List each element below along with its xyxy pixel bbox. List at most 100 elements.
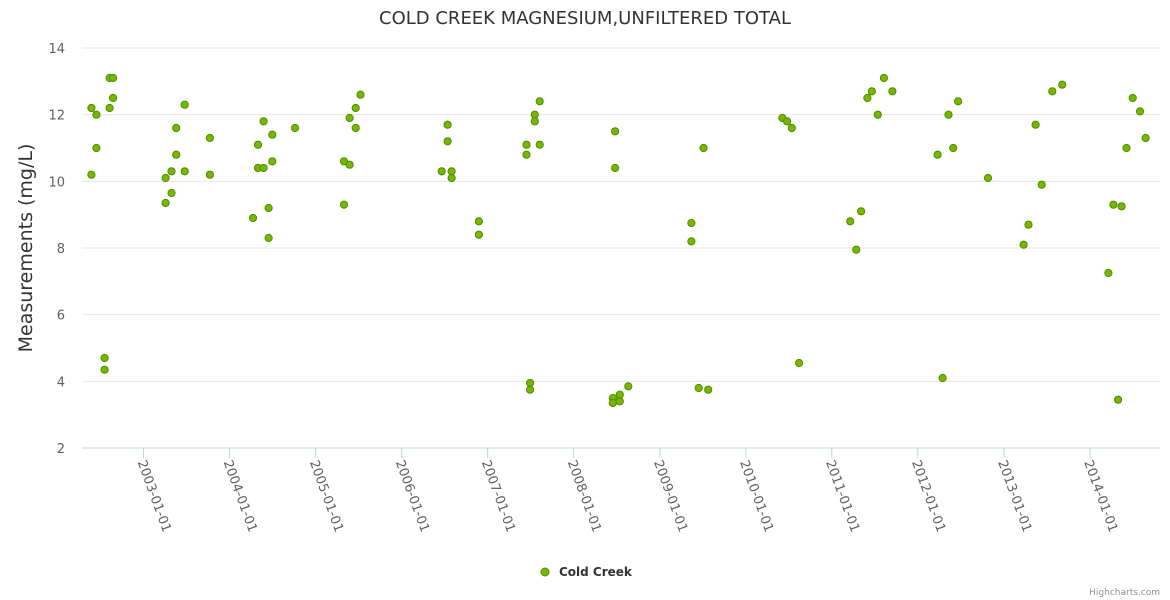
data-point[interactable] xyxy=(268,130,277,139)
credits[interactable]: Highcharts.com xyxy=(1089,588,1160,598)
y-tick-label: 12 xyxy=(48,109,65,124)
data-point[interactable] xyxy=(290,123,300,133)
data-point[interactable] xyxy=(522,150,531,159)
data-point[interactable] xyxy=(526,378,535,388)
data-point[interactable] xyxy=(522,140,531,149)
x-tick-label: 2011-01-01 xyxy=(822,458,862,534)
data-point[interactable] xyxy=(857,207,866,216)
data-point[interactable] xyxy=(172,150,181,159)
data-point[interactable] xyxy=(624,382,633,391)
legend[interactable]: Cold Creek xyxy=(540,565,633,579)
data-point[interactable] xyxy=(938,373,947,383)
data-point[interactable] xyxy=(172,123,181,133)
data-point[interactable] xyxy=(1024,220,1033,229)
data-point[interactable] xyxy=(253,140,263,149)
data-point[interactable] xyxy=(205,170,214,179)
data-point[interactable] xyxy=(180,167,189,176)
data-point[interactable] xyxy=(608,398,617,408)
data-point[interactable] xyxy=(787,123,796,133)
y-tick-label: 6 xyxy=(57,309,65,324)
data-point[interactable] xyxy=(615,397,624,406)
data-point[interactable] xyxy=(694,383,703,393)
data-point[interactable] xyxy=(954,97,963,106)
data-point[interactable] xyxy=(1058,80,1067,89)
data-point[interactable] xyxy=(87,103,96,113)
data-point[interactable] xyxy=(1109,200,1118,209)
data-point[interactable] xyxy=(795,358,804,368)
data-point[interactable] xyxy=(852,245,861,254)
data-point[interactable] xyxy=(863,93,872,103)
data-point[interactable] xyxy=(867,87,877,96)
data-point[interactable] xyxy=(687,218,696,228)
data-point[interactable] xyxy=(259,163,268,173)
data-point[interactable] xyxy=(351,123,360,133)
data-point[interactable] xyxy=(345,160,354,169)
data-point[interactable] xyxy=(161,198,170,208)
data-point[interactable] xyxy=(105,103,114,113)
data-point[interactable] xyxy=(1117,202,1126,211)
data-point[interactable] xyxy=(535,97,544,106)
y-tick-label: 2 xyxy=(57,442,65,457)
data-point[interactable] xyxy=(92,110,101,119)
data-point[interactable] xyxy=(109,93,118,103)
data-point[interactable] xyxy=(1122,143,1131,153)
data-point[interactable] xyxy=(1114,395,1123,404)
data-point[interactable] xyxy=(345,113,354,123)
data-point[interactable] xyxy=(443,137,452,146)
data-point[interactable] xyxy=(879,73,889,83)
data-point[interactable] xyxy=(1019,240,1028,249)
data-point[interactable] xyxy=(846,217,855,226)
data-point[interactable] xyxy=(356,90,365,99)
data-point[interactable] xyxy=(530,117,539,126)
data-point[interactable] xyxy=(704,385,713,394)
data-point[interactable] xyxy=(983,173,993,183)
data-point[interactable] xyxy=(1037,180,1046,189)
data-point[interactable] xyxy=(437,167,446,176)
data-point[interactable] xyxy=(949,143,958,153)
data-point[interactable] xyxy=(161,173,170,183)
data-point[interactable] xyxy=(699,143,708,153)
data-point[interactable] xyxy=(443,120,452,129)
x-tick-label: 2007-01-01 xyxy=(478,458,518,534)
data-point[interactable] xyxy=(87,170,96,179)
data-point[interactable] xyxy=(535,140,544,149)
data-point[interactable] xyxy=(100,353,109,363)
data-point[interactable] xyxy=(100,365,109,374)
data-point[interactable] xyxy=(447,173,456,183)
data-point[interactable] xyxy=(264,233,273,243)
data-point[interactable] xyxy=(888,87,897,96)
data-point[interactable] xyxy=(339,200,349,209)
data-point[interactable] xyxy=(351,103,360,113)
data-point[interactable] xyxy=(526,385,535,394)
data-point[interactable] xyxy=(447,167,456,176)
x-tick-label: 2004-01-01 xyxy=(220,458,260,534)
data-point[interactable] xyxy=(474,230,483,239)
data-point[interactable] xyxy=(933,150,942,159)
x-tick-label: 2005-01-01 xyxy=(306,458,346,534)
data-point[interactable] xyxy=(944,110,953,119)
data-point[interactable] xyxy=(474,217,483,226)
chart-title: COLD CREEK MAGNESIUM,UNFILTERED TOTAL xyxy=(379,8,791,29)
data-point[interactable] xyxy=(611,163,620,173)
data-point[interactable] xyxy=(873,110,882,119)
data-point[interactable] xyxy=(1141,133,1150,143)
data-point[interactable] xyxy=(259,117,268,126)
data-point[interactable] xyxy=(205,133,214,143)
data-point[interactable] xyxy=(264,203,273,213)
data-point[interactable] xyxy=(687,237,696,246)
data-point[interactable] xyxy=(1128,93,1137,103)
data-point[interactable] xyxy=(167,188,176,198)
data-point[interactable] xyxy=(109,73,118,83)
data-point[interactable] xyxy=(783,117,792,126)
data-point[interactable] xyxy=(248,213,258,223)
data-point[interactable] xyxy=(1135,107,1145,116)
data-point[interactable] xyxy=(167,167,176,176)
data-point[interactable] xyxy=(180,100,189,109)
data-point[interactable] xyxy=(92,143,101,153)
data-point[interactable] xyxy=(1031,120,1040,129)
data-point[interactable] xyxy=(1104,268,1113,278)
data-point[interactable] xyxy=(268,157,277,166)
y-axis-label: Measurements (mg/L) xyxy=(15,144,37,353)
data-point[interactable] xyxy=(611,127,620,136)
data-point[interactable] xyxy=(1048,87,1057,96)
